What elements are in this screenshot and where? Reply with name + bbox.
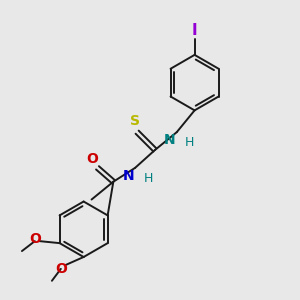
Text: S: S (130, 114, 140, 128)
Text: I: I (192, 23, 197, 38)
Text: H: H (144, 172, 153, 185)
Text: O: O (87, 152, 98, 166)
Text: H: H (185, 136, 194, 149)
Text: O: O (55, 262, 67, 276)
Text: N: N (164, 133, 176, 147)
Text: N: N (122, 169, 134, 183)
Text: O: O (29, 232, 41, 246)
